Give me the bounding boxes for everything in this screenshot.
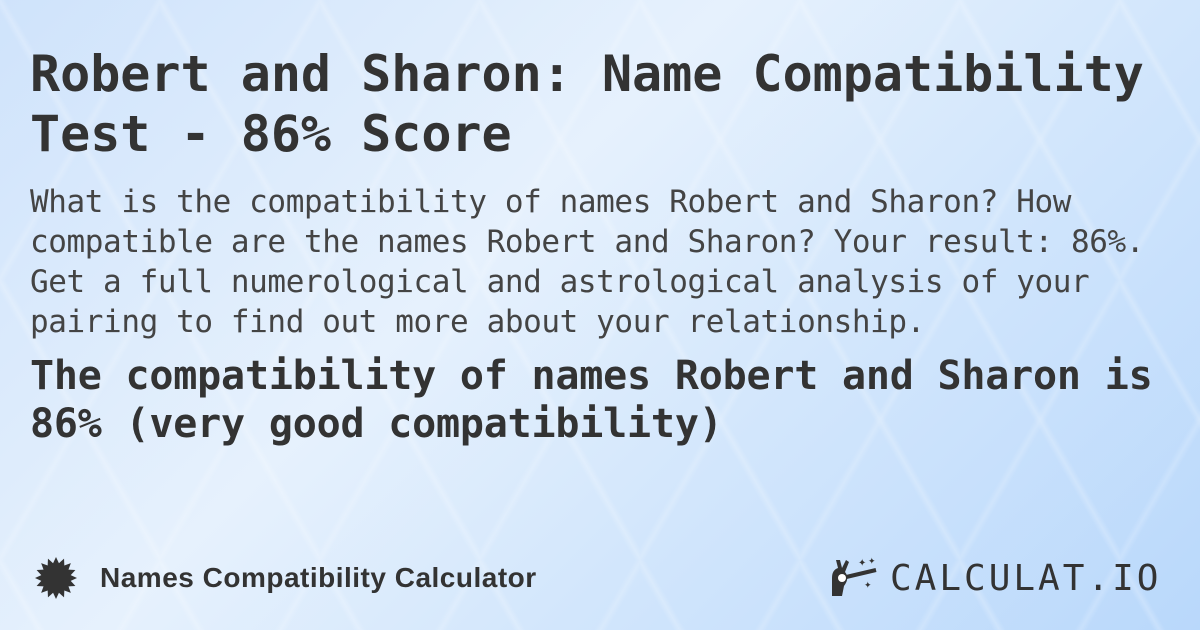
badge-icon xyxy=(35,557,77,599)
calculator-label: Names Compatibility Calculator xyxy=(34,556,537,600)
description: What is the compatibility of names Rober… xyxy=(30,184,1145,340)
page-title: Robert and Sharon: Name Compatibility Te… xyxy=(30,45,1144,163)
svg-text:✦: ✦ xyxy=(864,580,872,590)
magic-hand-icon: ✦ ✦✦ xyxy=(832,556,877,596)
svg-text:✦: ✦ xyxy=(868,556,876,566)
result-text: The compatibility of names Robert and Sh… xyxy=(30,353,1153,447)
logo-text: CALCULAT.IO xyxy=(890,557,1162,599)
svg-text:✦: ✦ xyxy=(858,558,866,569)
calculator-name: Names Compatibility Calculator xyxy=(100,562,537,593)
calculat-io-logo[interactable]: ✦ ✦ ✦ CALCULAT.IO xyxy=(828,556,1161,600)
